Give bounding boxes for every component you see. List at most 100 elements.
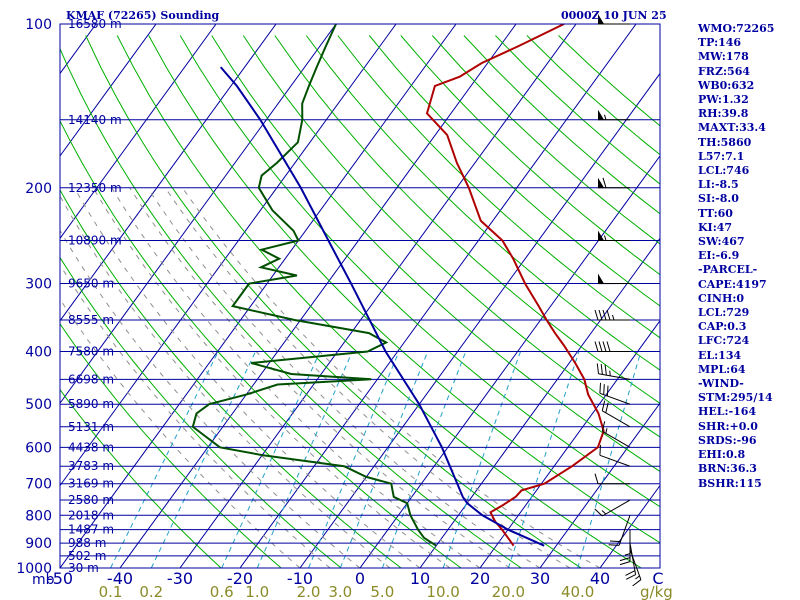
temperature-tick-label: 0 <box>355 569 365 588</box>
height-label: 9650 m <box>68 277 114 291</box>
wind-barb-half-flag <box>605 428 608 434</box>
height-label: 14140 m <box>68 113 122 127</box>
wind-barb-flag <box>619 561 631 566</box>
mixing-ratio-label: 0.6 <box>210 583 234 600</box>
wind-barb-flag <box>594 341 599 352</box>
isotherm-line <box>60 24 277 322</box>
dry-adiabat-line <box>179 35 660 508</box>
isotherm-line <box>60 24 217 240</box>
mixing-ratio-line <box>308 351 400 568</box>
index-item: WB0:632 <box>698 78 755 92</box>
isotherms <box>60 24 660 568</box>
isotherm-line <box>539 402 660 568</box>
wind-barb <box>601 400 631 428</box>
wind-barb-staff <box>599 392 631 405</box>
wind-barb-flag <box>594 473 599 484</box>
wind-barb-flag <box>594 508 603 517</box>
pressure-tick-label: 400 <box>25 345 52 361</box>
dry-adiabat-line <box>60 188 402 568</box>
mixing-ratio-label: 40.0 <box>561 583 594 600</box>
moist-adiabat-line <box>73 187 421 568</box>
pressure-tick-label: 600 <box>25 440 52 456</box>
wind-barb-half-flag <box>624 553 631 556</box>
pressure-tick-labels: 100 200 300 400 500 600 700 800 900 1000 <box>16 17 52 577</box>
wind-barb-pennant <box>598 273 604 284</box>
wind-barb-half-flag <box>612 314 615 321</box>
mixing-ratio-label: 0.2 <box>139 583 163 600</box>
height-label: 502 m <box>68 549 106 563</box>
index-item: CAP:0.3 <box>698 320 747 334</box>
dry-adiabat-line <box>242 35 660 438</box>
wind-barbs <box>594 14 642 587</box>
wind-barb-pennant <box>598 230 604 241</box>
temperature-tick-label: 30 <box>530 569 550 588</box>
indices-panel: WMO:72265 TP:146 MW:178 FRZ:564 WB0:632 PW:1.… <box>698 22 798 491</box>
pressure-tick-label: 500 <box>25 397 52 413</box>
height-labels: 16580 m 14140 m 12350 m 10890 m 9650 m 8555 m… <box>68 17 122 575</box>
height-label: 1487 m <box>68 523 114 537</box>
wind-barb-flag <box>600 364 603 375</box>
dry-adiabat-line <box>211 35 660 473</box>
height-label: 3783 m <box>68 459 114 473</box>
mixing-ratio-label: 2.0 <box>297 583 321 600</box>
index-item: HEL:-164 <box>698 405 757 419</box>
mixing-ratio-label: 0.1 <box>99 583 123 600</box>
wind-barb-flag <box>602 177 607 188</box>
index-item: SRDS:-96 <box>698 433 757 447</box>
pressure-tick-label: 100 <box>25 17 52 33</box>
pressure-tick-label: 200 <box>25 181 52 197</box>
isotherm-line <box>60 24 157 157</box>
isotherm-line <box>419 237 660 568</box>
temperature-tick-labels: mb-50 -40 -30 -20 -10 0 10 20 30 40 C <box>32 569 664 588</box>
mixing-ratio-label: 20.0 <box>492 583 525 600</box>
mixing-ratio-label: 5.0 <box>370 583 394 600</box>
wind-barb-pennant <box>598 177 604 188</box>
wind-barb-staff <box>602 499 631 517</box>
index-item: EL:134 <box>698 348 742 362</box>
height-label: 16580 m <box>68 17 122 31</box>
dry-adiabat-line <box>116 35 643 568</box>
mixing-ratio-line <box>339 351 429 568</box>
index-item: PW:1.32 <box>698 93 749 107</box>
dry-adiabat-line <box>368 35 660 307</box>
mixing-ratio-line <box>150 351 257 568</box>
dry-adiabat-line <box>60 256 342 568</box>
isotherm-line <box>60 24 337 405</box>
wind-barb-pennant <box>598 14 604 24</box>
height-label: 30 m <box>68 561 99 575</box>
index-item: -PARCEL- <box>698 263 758 277</box>
height-label: 2018 m <box>68 508 114 522</box>
dry-adiabat-line <box>60 322 282 568</box>
dry-adiabat-line <box>305 35 660 371</box>
height-label: 12350 m <box>68 181 122 195</box>
dry-adiabat-line <box>337 35 660 339</box>
temperature-tick-label: -10 <box>287 569 313 588</box>
wind-barb-flag <box>594 309 599 321</box>
mixing-ratio-line <box>507 351 580 568</box>
pressure-tick-label: 300 <box>25 277 52 293</box>
dry-adiabat-line <box>148 35 660 544</box>
index-item: CINH:0 <box>698 291 745 305</box>
height-label: 988 m <box>68 536 106 550</box>
parcel-line <box>219 66 545 547</box>
wind-barb-flag <box>604 364 607 376</box>
mixing-ratio-line <box>256 351 353 568</box>
wind-barb-flag <box>606 385 609 397</box>
height-label: 5890 m <box>68 397 114 411</box>
temperature-tick-label: 20 <box>470 569 490 588</box>
index-item: LFC:724 <box>698 334 750 348</box>
pressure-unit-label: mb <box>32 572 55 588</box>
wind-barb-half-flag <box>604 235 607 241</box>
wind-barb <box>596 363 631 380</box>
dewpoint-line <box>191 24 437 547</box>
index-item: BSHR:115 <box>698 476 762 490</box>
height-label: 8555 m <box>68 313 114 327</box>
wind-barb-staff <box>599 454 631 467</box>
wind-barb <box>597 177 631 189</box>
index-item: -WIND- <box>698 377 744 391</box>
wind-barb-flag <box>603 384 605 395</box>
wind-barb-flag <box>625 574 636 580</box>
height-label: 10890 m <box>68 233 122 247</box>
index-item: STM:295/14 <box>698 391 773 405</box>
